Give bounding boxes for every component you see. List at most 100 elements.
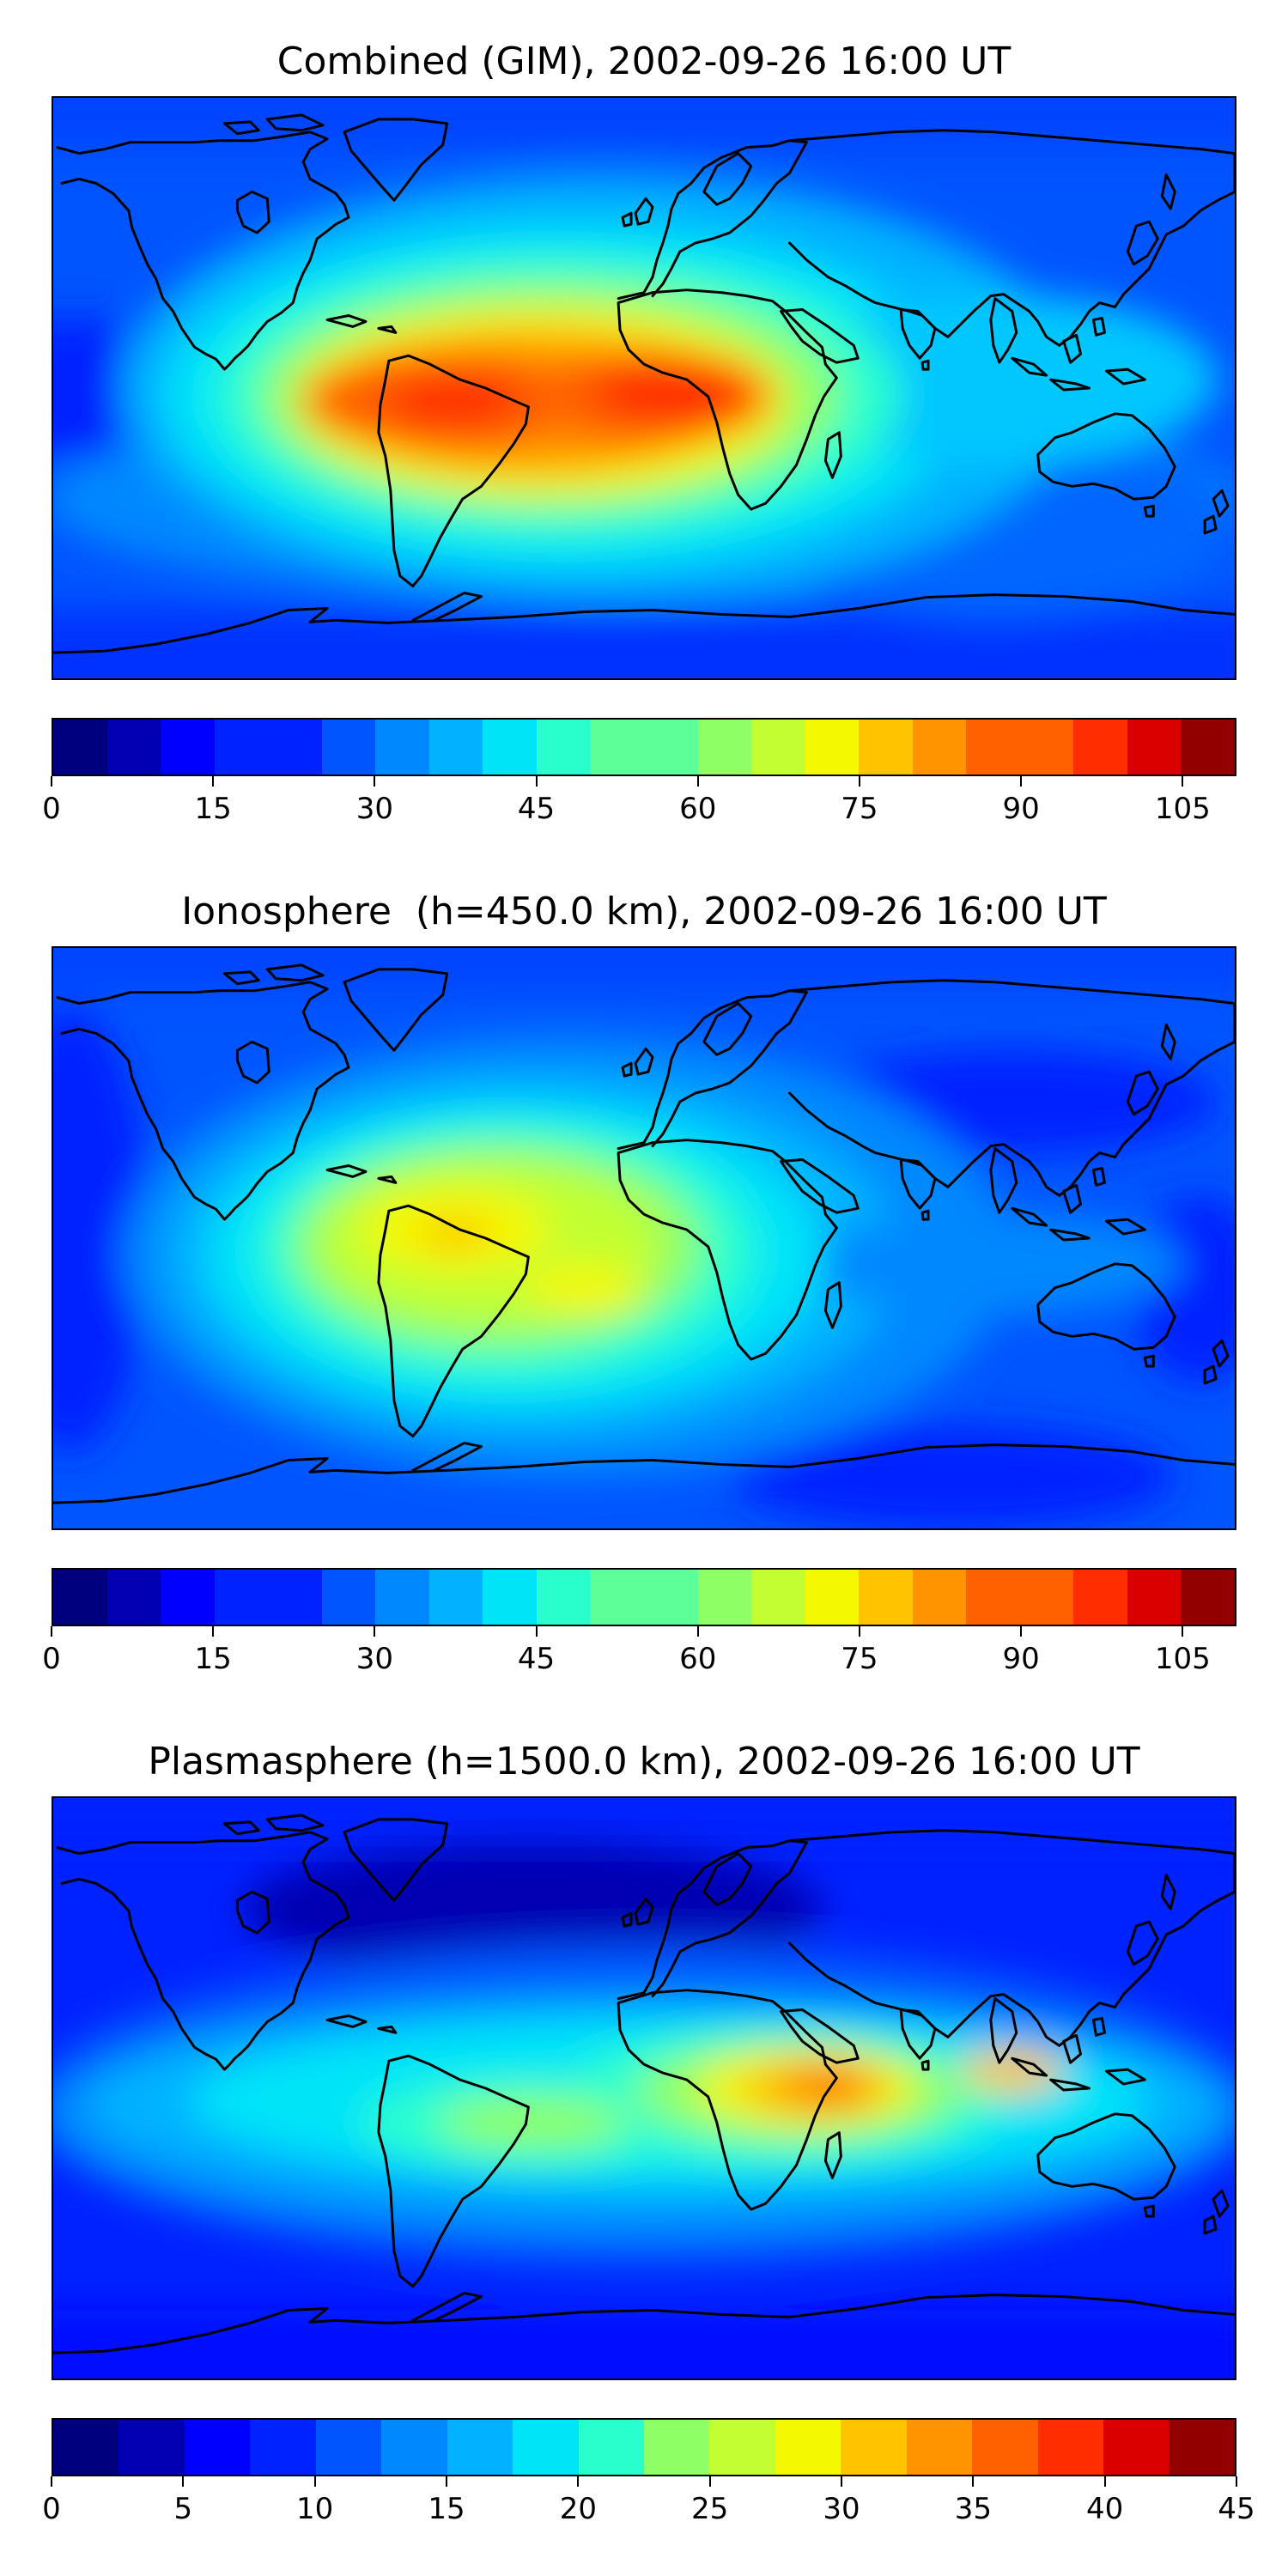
colorbar-segment xyxy=(1181,1570,1235,1625)
colorbar-tick-label: 75 xyxy=(841,1642,878,1676)
map-title-combined: Combined (GIM), 2002-09-26 16:00 UT xyxy=(276,39,1012,83)
colorbar-segment xyxy=(966,720,1020,775)
colorbar-segment xyxy=(53,720,107,775)
colorbar-segment xyxy=(1019,720,1074,775)
colorbar-tick-label: 90 xyxy=(1002,792,1040,826)
colorbar-tick-label: 30 xyxy=(355,1642,393,1676)
colorbar-segment xyxy=(381,2420,447,2475)
colorbar-segment xyxy=(268,720,322,775)
colorbar-segment xyxy=(578,2420,644,2475)
colorbar-tick xyxy=(535,776,538,787)
colorbar-segment xyxy=(697,720,752,775)
map-title-ionosphere: Ionosphere (h=450.0 km), 2002-09-26 16:0… xyxy=(181,890,1107,933)
colorbar-tick xyxy=(374,776,376,787)
colorbar-tick-label: 25 xyxy=(691,2492,729,2526)
colorbar-segment xyxy=(268,1570,322,1625)
colorbar-segment xyxy=(912,1570,967,1625)
colorbar-tick xyxy=(374,1626,376,1637)
colorbar-tick xyxy=(182,2476,185,2487)
tec-map-ionosphere xyxy=(52,946,1236,1530)
colorbar-tick-label: 15 xyxy=(428,2492,465,2526)
colorbar-tick xyxy=(972,2476,975,2487)
colorbar-tick xyxy=(858,776,860,787)
colorbar-segment xyxy=(321,1570,376,1625)
tec-map-plasmasphere-svg xyxy=(53,1798,1235,2379)
colorbar-segment xyxy=(447,2420,513,2475)
colorbar-tick-label: 0 xyxy=(42,2492,61,2526)
colorbar-tick xyxy=(1182,776,1184,787)
colorbar-segment xyxy=(859,720,913,775)
colorbar-segment xyxy=(906,2420,973,2475)
colorbar-segment xyxy=(697,1570,752,1625)
tec-map-ionosphere-svg xyxy=(53,948,1235,1528)
colorbar-segment xyxy=(859,1570,913,1625)
colorbar-tick xyxy=(51,2476,52,2487)
colorbar-tick xyxy=(212,1626,215,1637)
colorbar-segment xyxy=(1127,720,1182,775)
tec-map-combined-svg xyxy=(53,98,1235,678)
colorbar-segment xyxy=(1169,2420,1235,2475)
colorbar-segment xyxy=(644,720,698,775)
colorbar-tick-label: 35 xyxy=(954,2492,992,2526)
colorbar-tick-label: 75 xyxy=(841,792,878,826)
colorbar-segment xyxy=(1019,1570,1074,1625)
colorbar-tick xyxy=(696,776,699,787)
colorbar-segment xyxy=(1073,1570,1127,1625)
colorbar-tick-label: 0 xyxy=(42,792,61,826)
colorbar-tick-label: 0 xyxy=(42,1642,61,1676)
colorbar-ticks-combined: 0 15 30 45 60 75 90 105 xyxy=(42,776,1236,828)
colorbar-tick xyxy=(1103,2476,1106,2487)
colorbar-segment xyxy=(483,720,537,775)
colorbar-segment xyxy=(644,1570,698,1625)
colorbar-segment xyxy=(214,1570,269,1625)
colorbar-segment xyxy=(536,1570,591,1625)
colorbar-segment xyxy=(590,1570,645,1625)
colorbar-segment xyxy=(315,2420,382,2475)
colorbar-tick xyxy=(51,776,52,787)
colorbar-segment xyxy=(106,720,161,775)
colorbar-segment xyxy=(214,720,269,775)
colorbar-segment xyxy=(118,2420,185,2475)
tec-map-plasmasphere xyxy=(52,1796,1236,2380)
colorbar-tick-label: 15 xyxy=(194,1642,232,1676)
colorbar-segment xyxy=(751,720,805,775)
colorbar-segment xyxy=(805,720,860,775)
colorbar-segment xyxy=(912,720,967,775)
colorbar-tick-label: 40 xyxy=(1086,2492,1124,2526)
tec-field-ionosphere xyxy=(53,948,1235,1528)
tec-field-plasmasphere xyxy=(53,1798,1235,2379)
colorbar-segment xyxy=(841,2420,907,2475)
colorbar-segment xyxy=(1181,720,1235,775)
colorbar-segment xyxy=(428,1570,483,1625)
colorbar-segment xyxy=(709,2420,775,2475)
colorbar-tick xyxy=(1020,776,1023,787)
colorbar-segment xyxy=(161,1570,215,1625)
colorbar-tick-label: 105 xyxy=(1154,792,1211,826)
colorbar-segment xyxy=(428,720,483,775)
colorbar-tick xyxy=(1236,2476,1237,2487)
colorbar-ticks-plasmasphere: 0 5 10 15 20 25 30 35 40 45 xyxy=(42,2476,1255,2528)
colorbar-tick xyxy=(858,1626,860,1637)
colorbar-combined xyxy=(52,718,1236,776)
colorbar-tick-label: 90 xyxy=(1002,1642,1040,1676)
colorbar-segment xyxy=(483,1570,537,1625)
colorbar-tick-label: 45 xyxy=(1218,2492,1255,2526)
map-title-plasmasphere: Plasmasphere (h=1500.0 km), 2002-09-26 1… xyxy=(148,1740,1140,1783)
colorbar-segment xyxy=(966,1570,1020,1625)
colorbar-ionosphere xyxy=(52,1568,1236,1626)
colorbar-tick-label: 15 xyxy=(194,792,232,826)
colorbar-segment xyxy=(775,2420,841,2475)
colorbar-tick-label: 5 xyxy=(173,2492,193,2526)
colorbar-segment xyxy=(53,2420,119,2475)
colorbar-ticks-ionosphere: 0 15 30 45 60 75 90 105 xyxy=(42,1626,1236,1678)
colorbar-tick-label: 30 xyxy=(355,792,393,826)
colorbar-segment xyxy=(513,2420,579,2475)
colorbar-tick xyxy=(313,2476,316,2487)
colorbar-tick-label: 20 xyxy=(559,2492,597,2526)
colorbar-tick-label: 30 xyxy=(823,2492,860,2526)
colorbar-segment xyxy=(751,1570,805,1625)
colorbar-tick xyxy=(1182,1626,1184,1637)
colorbar-segment xyxy=(643,2420,710,2475)
tec-map-combined xyxy=(52,96,1236,680)
colorbar-tick-label: 45 xyxy=(517,1642,556,1676)
